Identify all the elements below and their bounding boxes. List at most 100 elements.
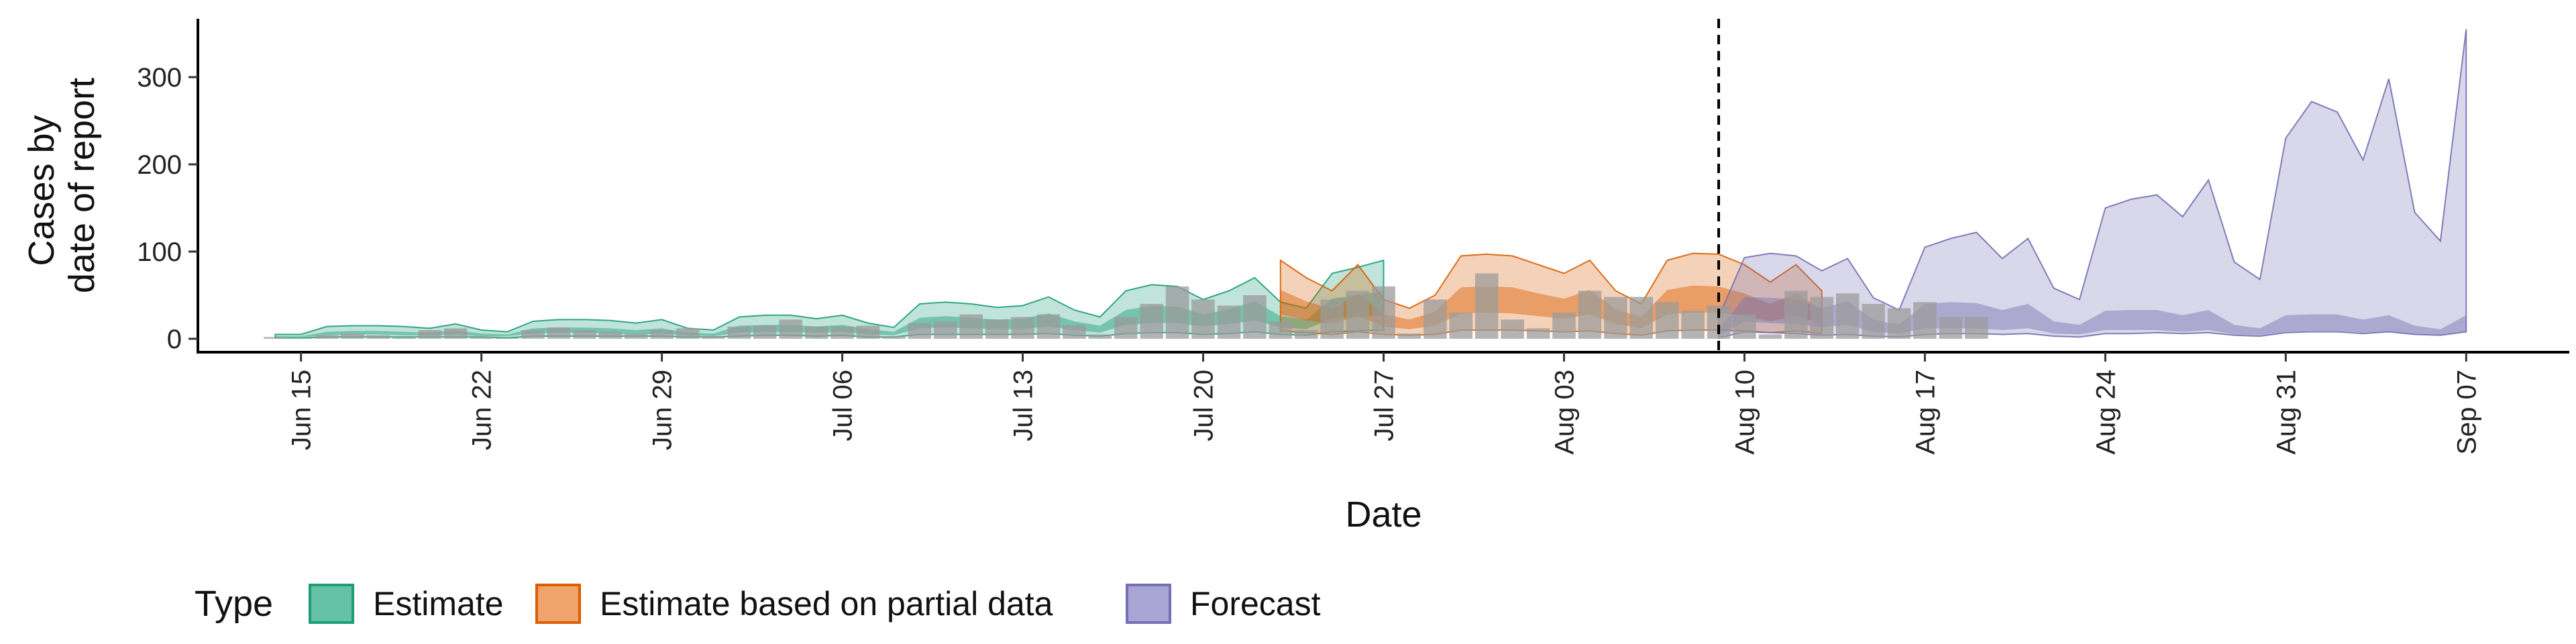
y-tick-label: 0 — [167, 325, 182, 354]
reported-bar — [1526, 328, 1550, 339]
reported-bar — [495, 337, 519, 339]
reported-bar — [779, 319, 803, 339]
reported-bar — [1191, 299, 1215, 339]
reported-bar — [1474, 273, 1499, 339]
reported-bar — [1604, 297, 1627, 339]
reported-bar — [1036, 314, 1061, 339]
reported-bar — [753, 325, 777, 339]
reported-bar — [882, 336, 906, 339]
reported-bar — [1733, 314, 1756, 339]
reported-bar — [366, 335, 390, 339]
x-tick-label: Jul 20 — [1189, 370, 1219, 441]
reported-bar — [1063, 325, 1086, 339]
legend-swatch — [535, 584, 581, 624]
reported-bar — [341, 333, 364, 339]
reported-bar — [547, 327, 571, 339]
reported-bar — [1294, 330, 1318, 339]
reported-bar — [1552, 313, 1576, 339]
reported-bar — [1655, 302, 1679, 339]
reported-bar — [959, 314, 983, 339]
reported-bar — [1269, 321, 1293, 339]
reported-bar — [470, 337, 493, 339]
reported-bar — [1165, 286, 1189, 339]
reported-bar — [418, 330, 442, 339]
reported-bar — [1397, 333, 1421, 339]
legend: Type Estimate Estimate based on partial da… — [195, 584, 1321, 624]
y-tick-label: 100 — [137, 237, 182, 267]
legend-title: Type — [195, 584, 273, 624]
legend-label: Estimate based on partial data — [600, 585, 1053, 623]
reported-bar — [1346, 290, 1370, 339]
x-tick-labels: Jun 15 Jun 22 Jun 29 Jul 06 Jul 13 Jul 20 Jul … — [287, 370, 2482, 455]
reported-bar — [1784, 290, 1808, 339]
x-tick-label: Jul 27 — [1370, 370, 1399, 441]
reported-bar — [856, 325, 880, 339]
x-tick-label: Aug 10 — [1730, 370, 1760, 455]
reported-bar — [702, 336, 725, 339]
reported-bar — [676, 328, 700, 339]
reported-bar — [650, 330, 674, 339]
reported-bar — [1835, 293, 1860, 339]
reported-bar — [392, 337, 416, 339]
reported-bar — [1629, 297, 1653, 339]
reported-bar — [1965, 317, 1988, 339]
y-axis-title-line-2: date of report — [62, 78, 102, 293]
y-axis-title-line-1: Cases by — [21, 115, 62, 266]
reported-bar — [804, 326, 828, 339]
reported-bar — [1810, 297, 1833, 339]
y-tick-labels: 0 100 200 300 — [137, 63, 182, 354]
band-outer-2 — [1718, 29, 2467, 339]
y-tick-label: 200 — [137, 150, 182, 180]
reported-bar — [1372, 286, 1395, 339]
axes — [189, 19, 2569, 362]
reported-bar — [1424, 299, 1447, 339]
y-axis-title: Cases by date of report — [21, 78, 102, 293]
reported-bar — [1862, 304, 1885, 339]
reported-bar — [1913, 302, 1937, 339]
y-tick-label: 300 — [137, 63, 182, 93]
x-tick-label: Sep 07 — [2452, 370, 2481, 455]
reported-bar — [1088, 334, 1112, 339]
x-tick-label: Aug 24 — [2091, 370, 2121, 455]
reported-bar — [598, 331, 623, 339]
reported-bar — [985, 319, 1009, 339]
reported-bar — [1140, 304, 1163, 339]
reported-bar — [1114, 317, 1138, 339]
reported-bar — [289, 337, 313, 339]
legend-label: Forecast — [1190, 585, 1321, 623]
reported-bar — [1578, 290, 1602, 339]
reported-bar — [727, 326, 751, 339]
x-tick-label: Jul 06 — [828, 370, 858, 441]
reported-bar — [830, 326, 854, 339]
reported-bar — [443, 328, 468, 339]
x-tick-label: Jul 13 — [1009, 370, 1038, 441]
legend-label: Estimate — [373, 585, 504, 623]
x-tick-label: Jun 22 — [468, 370, 497, 450]
reported-bar — [1243, 295, 1267, 339]
reported-bar — [1939, 317, 1963, 339]
band-inner-0 — [275, 290, 1384, 337]
reported-bar — [1887, 308, 1911, 339]
reported-bar — [264, 337, 287, 339]
x-tick-label: Jun 15 — [287, 370, 317, 450]
reported-bar — [1501, 319, 1524, 339]
legend-swatch — [1126, 584, 1171, 624]
reported-bar — [908, 323, 932, 339]
reported-bar — [1011, 317, 1034, 339]
reported-bar — [1320, 299, 1344, 339]
reported-bar — [315, 335, 339, 339]
reported-bar — [934, 321, 957, 339]
reported-bar — [1449, 313, 1473, 339]
reported-bar — [1758, 334, 1782, 339]
reported-bar — [521, 330, 545, 339]
reported-bar — [573, 330, 596, 339]
legend-swatch — [309, 584, 354, 624]
x-axis-title: Date — [1345, 494, 1421, 535]
x-tick-label: Aug 17 — [1911, 370, 1940, 455]
reported-case-bars — [264, 273, 1988, 339]
band-inner-1 — [1280, 285, 1822, 329]
reported-bar — [1681, 311, 1705, 339]
x-tick-label: Aug 31 — [2271, 370, 2301, 455]
reported-bar — [624, 333, 648, 339]
